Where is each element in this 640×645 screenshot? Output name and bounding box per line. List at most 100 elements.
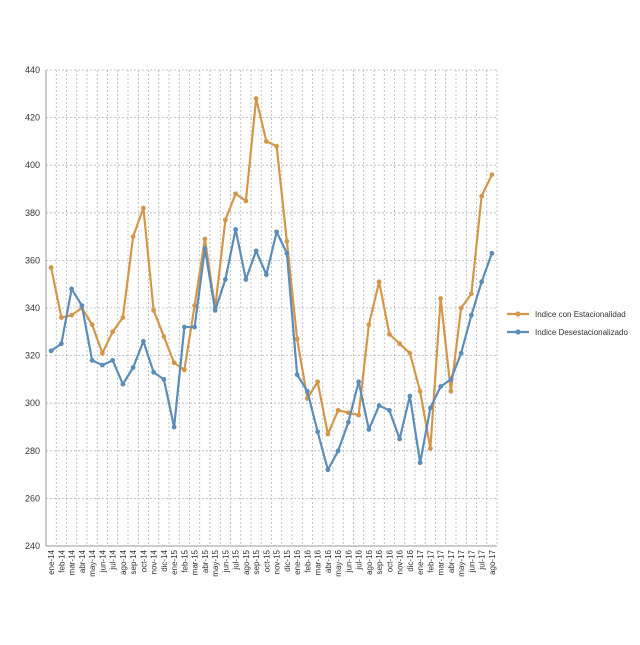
data-point xyxy=(417,460,423,466)
data-point xyxy=(192,303,198,309)
data-point xyxy=(294,336,300,342)
legend-item: Indice Desestacionalizado xyxy=(507,328,628,337)
data-point xyxy=(376,403,382,408)
data-point xyxy=(181,367,187,373)
data-point xyxy=(345,419,351,425)
x-tick-label: may-15 xyxy=(211,549,220,576)
data-point xyxy=(458,305,464,311)
data-point xyxy=(222,217,228,223)
x-tick-label: may-16 xyxy=(334,549,343,576)
data-point xyxy=(130,234,136,240)
data-point xyxy=(448,377,454,382)
data-point xyxy=(130,365,136,370)
legend-label: Indice Desestacionalizado xyxy=(535,328,628,337)
x-tick-label: ene-17 xyxy=(416,549,425,574)
y-tick-label: 280 xyxy=(25,446,40,456)
data-point xyxy=(212,307,218,313)
x-tick-label: ago-16 xyxy=(365,549,374,574)
x-tick-label: jul-16 xyxy=(355,549,364,570)
data-point xyxy=(110,329,116,335)
y-tick-label: 340 xyxy=(25,303,40,313)
data-point xyxy=(243,198,249,204)
legend-item: Indice con Estacionalidad xyxy=(507,310,626,319)
data-point xyxy=(315,429,321,435)
data-point xyxy=(161,334,167,339)
grid xyxy=(45,69,498,547)
x-tick-label: nov-15 xyxy=(273,549,282,574)
series-line xyxy=(50,97,493,450)
data-point xyxy=(438,296,444,301)
x-tick-label: dic-15 xyxy=(283,549,292,571)
x-tick-label: mar-16 xyxy=(314,549,323,575)
series-2 xyxy=(48,227,495,473)
data-point xyxy=(263,272,269,278)
data-point xyxy=(99,362,105,368)
data-point xyxy=(284,250,290,256)
data-point xyxy=(89,322,95,328)
data-point xyxy=(233,227,239,232)
x-tick-label: sep-16 xyxy=(375,549,384,574)
data-point xyxy=(427,446,433,451)
data-point xyxy=(397,341,403,347)
x-tick-label: abr-14 xyxy=(78,549,87,573)
y-tick-label: 360 xyxy=(25,255,40,265)
data-point xyxy=(202,236,208,242)
x-tick-label: mar-14 xyxy=(68,549,77,575)
x-tick-label: oct-16 xyxy=(385,549,394,572)
data-point xyxy=(140,338,146,344)
data-point xyxy=(263,139,269,144)
x-tick-label: feb-17 xyxy=(426,549,435,572)
data-point xyxy=(304,388,310,394)
data-point xyxy=(366,322,372,328)
data-point xyxy=(243,277,249,282)
x-tick-label: jun-14 xyxy=(98,549,107,573)
x-tick-label: nov-16 xyxy=(396,549,405,574)
data-point xyxy=(89,357,95,363)
y-tick-label: 380 xyxy=(25,208,40,218)
data-point xyxy=(468,291,474,297)
data-point xyxy=(120,381,126,387)
data-point xyxy=(202,246,208,251)
x-tick-label: jun-15 xyxy=(221,549,230,573)
data-point xyxy=(458,350,464,356)
data-point xyxy=(376,279,382,285)
data-point xyxy=(79,303,85,309)
data-point xyxy=(356,412,362,418)
data-point xyxy=(110,357,116,363)
data-point xyxy=(253,96,259,101)
x-tick-label: abr-17 xyxy=(447,549,456,573)
data-point xyxy=(315,379,321,385)
data-point xyxy=(335,407,341,413)
series-group xyxy=(48,96,495,473)
x-tick-label: mar-17 xyxy=(437,549,446,575)
x-tick-label: sep-15 xyxy=(252,549,261,574)
y-tick-label: 260 xyxy=(25,493,40,503)
x-tick-label: may-17 xyxy=(457,549,466,576)
data-point xyxy=(192,324,198,330)
data-point xyxy=(479,279,485,285)
x-tick-label: ago-15 xyxy=(242,549,251,574)
data-point xyxy=(99,350,105,356)
data-point xyxy=(386,331,392,337)
series-line xyxy=(50,228,493,471)
data-point xyxy=(48,265,54,270)
y-tick-label: 240 xyxy=(25,541,40,551)
x-tick-label: abr-15 xyxy=(201,549,210,573)
legend-marker xyxy=(515,329,521,335)
data-point xyxy=(448,388,454,394)
data-point xyxy=(181,324,187,330)
x-tick-label: feb-16 xyxy=(303,549,312,572)
x-tick-label: ene-15 xyxy=(170,549,179,574)
y-tick-label: 300 xyxy=(25,398,40,408)
x-tick-label: dic-16 xyxy=(406,549,415,571)
x-tick-label: jun-16 xyxy=(344,549,353,573)
data-point xyxy=(69,312,75,318)
data-point xyxy=(140,205,146,211)
data-point xyxy=(417,388,423,394)
data-point xyxy=(222,277,228,282)
data-point xyxy=(335,448,341,454)
data-point xyxy=(274,229,280,235)
legend-label: Indice con Estacionalidad xyxy=(535,310,626,319)
